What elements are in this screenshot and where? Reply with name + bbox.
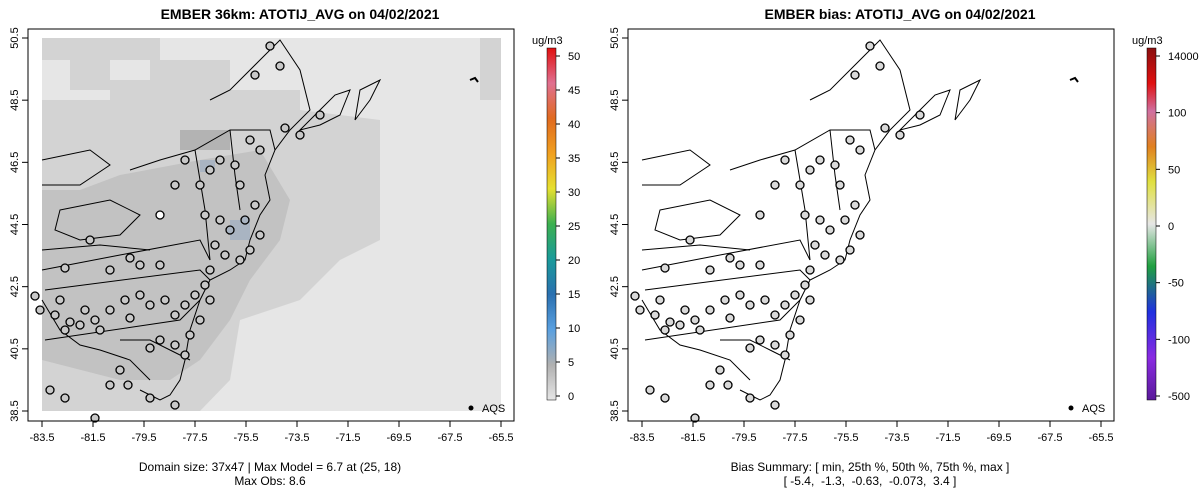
left-y-tick-label: 46.5	[9, 152, 21, 173]
right-footer-line1: Bias Summary: [ min, 25th %, 50th %, 75t…	[730, 460, 1010, 474]
left-colorbar-label: 25	[568, 221, 580, 233]
left-x-tick-label: -73.5	[284, 432, 309, 444]
right-legend-label: AQS	[1082, 403, 1105, 415]
left-colorbar-label: 10	[568, 323, 580, 335]
left-colorbar-label: 0	[568, 391, 574, 403]
right-colorbar-label: 0	[1168, 221, 1174, 233]
left-colorbar-label: 20	[568, 255, 580, 267]
left-aqs-sites	[30, 41, 325, 423]
right-axes: -83.5 -81.5 -79.5 -77.5 -75.5 -73.5 -71.5 -69.5…	[609, 27, 1115, 444]
left-colorbar-label: 5	[568, 357, 574, 369]
left-x-tick-label: -67.5	[437, 432, 462, 444]
right-colorbar: ug/m3 14000 100 50 0 -50 -100 -500	[1132, 35, 1199, 403]
right-x-tick-label: -67.5	[1037, 432, 1062, 444]
left-colorbar-label: 50	[568, 51, 580, 63]
left-y-tick-label: 42.5	[9, 276, 21, 297]
left-units: ug/m3	[532, 35, 563, 47]
left-colorbar-label: 30	[568, 187, 580, 199]
right-y-tick-label: 46.5	[609, 152, 621, 173]
left-x-tick-label: -83.5	[29, 432, 54, 444]
right-x-tick-label: -79.5	[731, 432, 756, 444]
right-y-tick-label: 44.5	[609, 214, 621, 235]
right-units: ug/m3	[1132, 35, 1163, 47]
right-y-tick-label: 40.5	[609, 338, 621, 359]
right-x-tick-label: -75.5	[833, 432, 858, 444]
left-x-tick-label: -79.5	[131, 432, 156, 444]
right-colorbar-label: 100	[1168, 108, 1186, 120]
right-x-tick-label: -69.5	[986, 432, 1011, 444]
right-x-tick-label: -65.5	[1088, 432, 1113, 444]
left-footer-line1: Domain size: 37x47 | Max Model = 6.7 at …	[138, 460, 402, 474]
right-footer-line2: [ -5.4, -1.3, -0.63, -0.073, 3.4 ]	[783, 474, 957, 488]
left-y-tick-label: 44.5	[9, 214, 21, 235]
left-map: -83.5 -81.5 -79.5 -77.5 -75.5 -73.5 -71.5 -69.5…	[9, 27, 580, 444]
left-y-tick-label: 38.5	[9, 400, 21, 421]
left-x-tick-label: -81.5	[80, 432, 105, 444]
right-x-tick-label: -73.5	[884, 432, 909, 444]
left-geography	[41, 39, 479, 401]
right-geography	[641, 39, 1079, 401]
left-colorbar-label: 45	[568, 85, 580, 97]
left-x-tick-label: -71.5	[335, 432, 360, 444]
left-x-tick-label: -77.5	[182, 432, 207, 444]
left-x-tick-label: -65.5	[488, 432, 513, 444]
left-map-title: EMBER 36km: ATOTIJ_AVG on 04/02/2021	[160, 6, 440, 22]
right-x-tick-label: -83.5	[629, 432, 654, 444]
right-y-tick-label: 42.5	[609, 276, 621, 297]
left-x-tick-label: -75.5	[233, 432, 258, 444]
left-colorbar-label: 35	[568, 153, 580, 165]
right-y-tick-label: 50.5	[609, 27, 621, 48]
right-legend: AQS	[1068, 403, 1105, 415]
right-map: -83.5 -81.5 -79.5 -77.5 -75.5 -73.5 -71.5 -69.5…	[609, 27, 1199, 444]
left-y-tick-label: 40.5	[9, 338, 21, 359]
left-y-tick-label: 50.5	[9, 27, 21, 48]
right-colorbar-label: -100	[1168, 334, 1190, 346]
right-aqs-sites	[630, 41, 925, 423]
right-colorbar-label: -50	[1168, 278, 1184, 290]
left-colorbar-label: 15	[568, 289, 580, 301]
right-colorbar-label: 14000	[1168, 51, 1199, 63]
left-x-tick-label: -69.5	[386, 432, 411, 444]
left-axes: -83.5 -81.5 -79.5 -77.5 -75.5 -73.5 -71.5 -69.5…	[9, 27, 515, 444]
right-colorbar-label: 50	[1168, 164, 1180, 176]
right-x-tick-label: -77.5	[782, 432, 807, 444]
right-map-title: EMBER bias: ATOTIJ_AVG on 04/02/2021	[764, 6, 1036, 22]
left-y-tick-label: 48.5	[9, 89, 21, 110]
left-legend-label: AQS	[482, 403, 505, 415]
left-footer-line2: Max Obs: 8.6	[234, 474, 306, 488]
right-colorbar-label: -500	[1168, 391, 1190, 403]
left-colorbar-label: 40	[568, 119, 580, 131]
right-x-tick-label: -81.5	[680, 432, 705, 444]
right-y-tick-label: 48.5	[609, 89, 621, 110]
left-model-field	[42, 38, 501, 411]
right-y-tick-label: 38.5	[609, 400, 621, 421]
left-legend: AQS	[468, 403, 505, 415]
right-x-tick-label: -71.5	[935, 432, 960, 444]
